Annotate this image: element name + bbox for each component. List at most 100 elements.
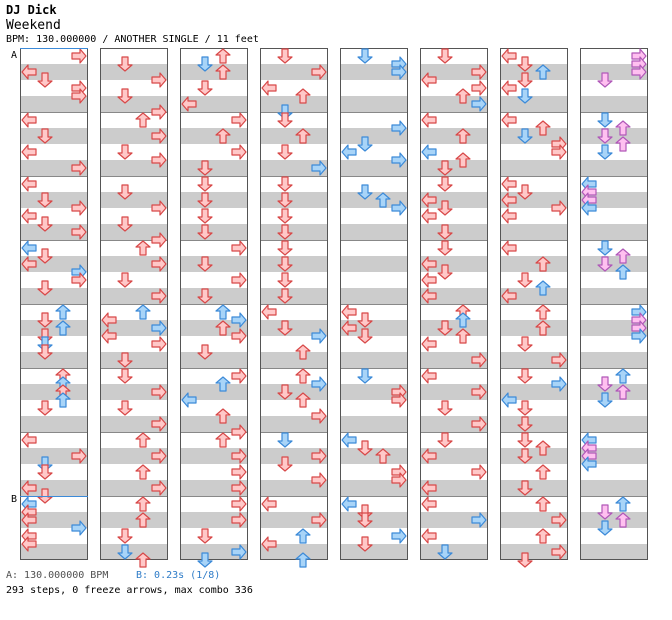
arrow-left-icon (501, 48, 517, 64)
beat-stripe (260, 128, 328, 144)
arrow-right-icon (151, 416, 167, 432)
beat-stripe (260, 416, 328, 432)
beat-stripe (100, 288, 168, 304)
arrow-left-icon (581, 200, 597, 216)
beat-stripe (180, 448, 248, 464)
arrow-down-icon (197, 176, 213, 192)
arrow-left-icon (501, 112, 517, 128)
arrow-down-icon (277, 320, 293, 336)
arrow-up-icon (615, 136, 631, 152)
arrow-left-icon (341, 144, 357, 160)
beat-stripe (500, 96, 568, 112)
arrow-up-icon (135, 512, 151, 528)
arrow-down-icon (517, 128, 533, 144)
marker-a: A (11, 50, 17, 61)
arrow-down-icon (517, 416, 533, 432)
arrow-left-icon (421, 72, 437, 88)
beat-stripe (500, 256, 568, 272)
arrow-right-icon (231, 112, 247, 128)
arrow-down-icon (357, 312, 373, 328)
arrow-up-icon (55, 320, 71, 336)
arrow-right-icon (151, 256, 167, 272)
beat-stripe (420, 288, 488, 304)
beat-stripe (260, 480, 328, 496)
beat-stripe (420, 64, 488, 80)
arrow-right-icon (231, 448, 247, 464)
arrow-down-icon (517, 448, 533, 464)
arrow-right-icon (471, 64, 487, 80)
beat-stripe (580, 544, 648, 560)
beat-stripe (420, 96, 488, 112)
beat-stripe (420, 384, 488, 400)
beat-stripe (180, 224, 248, 240)
arrow-up-icon (615, 496, 631, 512)
beat-stripe (340, 384, 408, 400)
beat-stripe (420, 416, 488, 432)
beat-stripe (180, 480, 248, 496)
chart-column (100, 48, 168, 560)
arrow-up-icon (615, 264, 631, 280)
arrow-left-icon (261, 496, 277, 512)
beat-stripe (180, 544, 248, 560)
arrow-up-icon (295, 368, 311, 384)
arrow-right-icon (151, 288, 167, 304)
arrow-left-icon (21, 480, 37, 496)
arrow-down-icon (357, 184, 373, 200)
beat-stripe (420, 352, 488, 368)
column-border (580, 48, 648, 560)
beat-stripe (260, 352, 328, 368)
arrow-down-icon (597, 392, 613, 408)
arrow-left-icon (21, 208, 37, 224)
arrow-down-icon (357, 48, 373, 64)
beat-stripe (580, 192, 648, 208)
arrow-down-icon (117, 368, 133, 384)
beat-stripe (580, 288, 648, 304)
beat-stripe (260, 256, 328, 272)
beat-stripe (580, 224, 648, 240)
arrow-up-icon (135, 112, 151, 128)
beat-stripe (580, 416, 648, 432)
arrow-left-icon (101, 312, 117, 328)
arrow-left-icon (181, 96, 197, 112)
beat-stripe (340, 352, 408, 368)
beat-stripe (500, 352, 568, 368)
arrow-down-icon (197, 56, 213, 72)
arrow-right-icon (471, 352, 487, 368)
beat-stripe (180, 352, 248, 368)
arrow-up-icon (215, 320, 231, 336)
arrow-down-icon (117, 528, 133, 544)
beat-stripe (340, 544, 408, 560)
arrow-right-icon (471, 416, 487, 432)
beat-stripe (340, 96, 408, 112)
arrow-right-icon (151, 104, 167, 120)
beat-stripe (580, 320, 648, 336)
arrow-down-icon (277, 112, 293, 128)
beat-stripe (340, 160, 408, 176)
column-border (180, 48, 248, 560)
arrow-right-icon (151, 200, 167, 216)
beat-stripe (500, 512, 568, 528)
beat-stripe (500, 416, 568, 432)
chart-column (580, 48, 648, 560)
beat-stripe (420, 544, 488, 560)
arrow-right-icon (231, 464, 247, 480)
arrow-up-icon (535, 120, 551, 136)
beat-stripe (180, 416, 248, 432)
arrow-left-icon (421, 480, 437, 496)
arrow-down-icon (517, 432, 533, 448)
arrow-right-icon (71, 448, 87, 464)
arrow-down-icon (277, 192, 293, 208)
column-border (500, 48, 568, 560)
arrow-left-icon (21, 112, 37, 128)
arrow-down-icon (437, 240, 453, 256)
beat-stripe (420, 512, 488, 528)
arrow-right-icon (231, 240, 247, 256)
arrow-up-icon (215, 432, 231, 448)
arrow-down-icon (197, 160, 213, 176)
arrow-down-icon (277, 288, 293, 304)
chart-column (500, 48, 568, 560)
arrow-left-icon (581, 456, 597, 472)
arrow-up-icon (135, 496, 151, 512)
arrow-right-icon (311, 512, 327, 528)
arrow-up-icon (215, 128, 231, 144)
